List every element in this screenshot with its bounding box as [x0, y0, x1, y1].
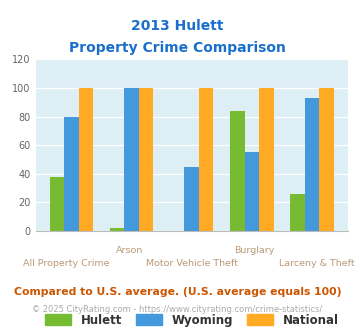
Bar: [139, 88, 153, 231]
Legend: Hulett, Wyoming, National: Hulett, Wyoming, National: [40, 309, 343, 330]
Text: Burglary: Burglary: [234, 246, 274, 255]
Bar: [290, 194, 305, 231]
Text: © 2025 CityRating.com - https://www.cityrating.com/crime-statistics/: © 2025 CityRating.com - https://www.city…: [32, 305, 323, 314]
Text: Arson: Arson: [116, 246, 143, 255]
Text: 2013 Hulett: 2013 Hulett: [131, 19, 224, 33]
Bar: [110, 228, 124, 231]
Text: Motor Vehicle Theft: Motor Vehicle Theft: [146, 259, 238, 268]
Text: Compared to U.S. average. (U.S. average equals 100): Compared to U.S. average. (U.S. average …: [14, 287, 341, 297]
Bar: [305, 98, 319, 231]
Bar: [50, 177, 64, 231]
Bar: [230, 111, 245, 231]
Text: Property Crime Comparison: Property Crime Comparison: [69, 41, 286, 55]
Bar: [64, 116, 78, 231]
Bar: [185, 167, 199, 231]
Text: All Property Crime: All Property Crime: [23, 259, 110, 268]
Bar: [124, 88, 139, 231]
Bar: [199, 88, 213, 231]
Bar: [245, 152, 259, 231]
Bar: [78, 88, 93, 231]
Bar: [259, 88, 274, 231]
Bar: [319, 88, 334, 231]
Text: Larceny & Theft: Larceny & Theft: [279, 259, 355, 268]
